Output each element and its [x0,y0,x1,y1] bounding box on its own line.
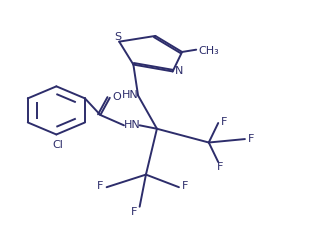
Text: HN: HN [123,120,140,130]
Text: HN: HN [122,90,139,100]
Text: Cl: Cl [52,139,63,149]
Text: F: F [97,181,103,191]
Text: S: S [114,32,121,42]
Text: N: N [175,66,184,76]
Text: F: F [131,206,137,216]
Text: O: O [112,91,121,102]
Text: F: F [221,117,227,127]
Text: F: F [247,133,254,143]
Text: F: F [181,181,188,191]
Text: F: F [217,161,223,171]
Text: CH₃: CH₃ [198,46,219,55]
